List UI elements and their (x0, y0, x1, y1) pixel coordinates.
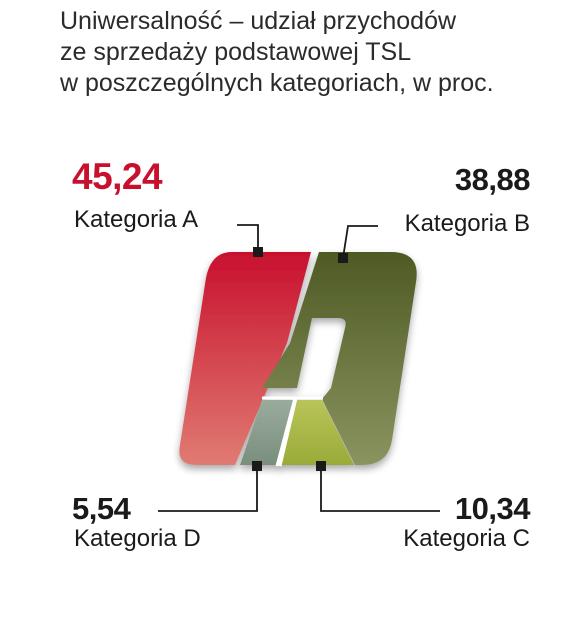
leader-kategoria-b (338, 225, 378, 263)
category-label-kategoria-d: Kategoria D (74, 525, 201, 552)
leader-kategoria-d (158, 461, 262, 512)
chart-title: Uniwersalność – udział przychodów ze spr… (60, 6, 560, 99)
title-line-3: w poszczególnych kategoriach, w proc. (60, 69, 494, 97)
segment-kategoria-c (278, 400, 354, 465)
category-label-kategoria-b: Kategoria B (404, 210, 530, 237)
title-line-2: ze sprzedaży podstawowej TSL (60, 38, 412, 66)
category-label-kategoria-c: Kategoria C (403, 525, 530, 552)
value-label-kategoria-c: 10,34 (454, 491, 531, 526)
title-line-1: Uniwersalność – udział przychodów (60, 7, 457, 35)
value-label-kategoria-d: 5,54 (72, 491, 131, 526)
value-label-kategoria-b: 38,88 (454, 162, 531, 197)
leader-kategoria-a (237, 224, 263, 257)
segment-divider (262, 396, 323, 467)
category-label-kategoria-a: Kategoria A (74, 206, 199, 233)
value-label-kategoria-a: 45,24 (72, 156, 163, 197)
segment-kategoria-a (179, 252, 311, 465)
leader-kategoria-c (316, 461, 440, 512)
segment-kategoria-b (262, 252, 417, 465)
